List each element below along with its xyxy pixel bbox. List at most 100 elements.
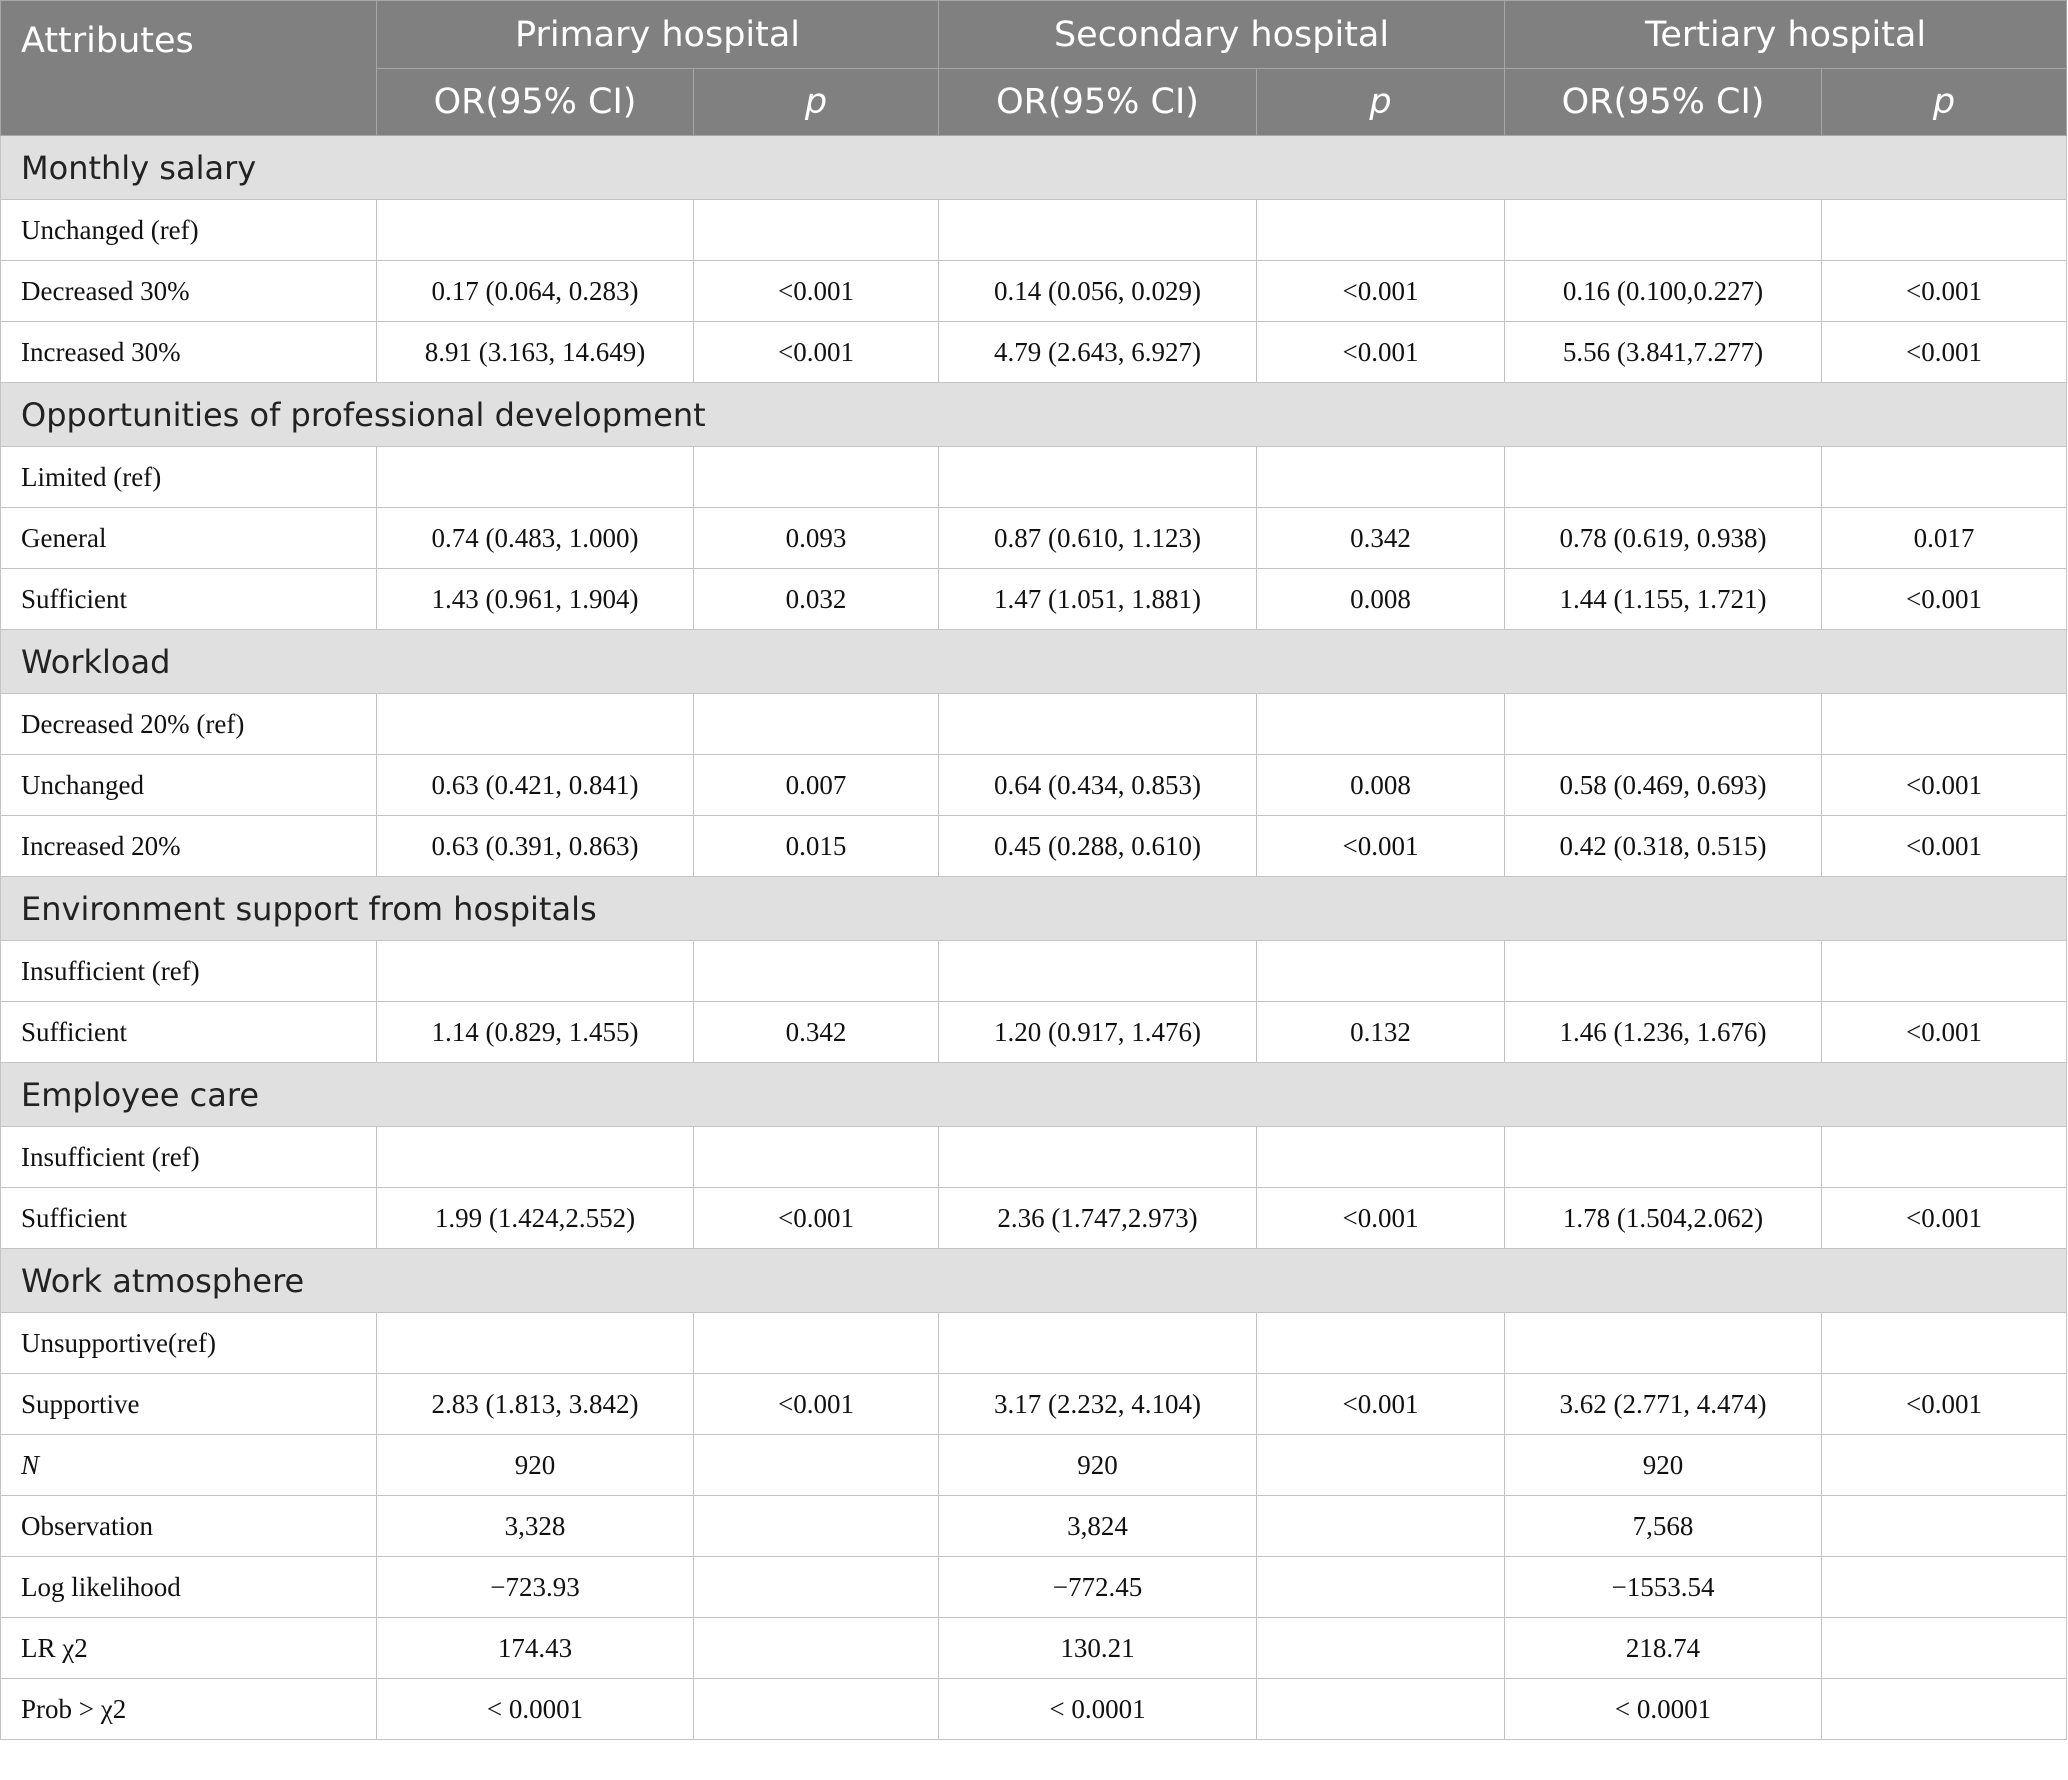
secondary-or-cell: 3,824 [938,1495,1258,1557]
row-label: Observation [0,1495,377,1557]
row-label: Increased 30% [0,321,377,383]
tertiary-p-cell [1821,693,2068,755]
tertiary-or-cell: 0.58 (0.469, 0.693) [1504,754,1823,816]
secondary-p-cell: 0.342 [1256,507,1506,569]
secondary-or-cell: 3.17 (2.232, 4.104) [938,1373,1258,1435]
tertiary-p-cell: <0.001 [1821,568,2068,630]
table-row: N 920 920 920 [0,1434,2068,1496]
section-row: Employee care [0,1062,2068,1127]
table-row: Unchanged 0.63 (0.421, 0.841) 0.007 0.64 (0… [0,754,2068,816]
primary-or-header: OR(95% CI) [376,68,694,136]
secondary-or-cell: 1.20 (0.917, 1.476) [938,1001,1258,1063]
tertiary-or-cell: 5.56 (3.841,7.277) [1504,321,1823,383]
section-label: Opportunities of professional developmen… [0,382,2068,447]
secondary-or-cell [938,693,1258,755]
tertiary-p-cell: <0.001 [1821,321,2068,383]
primary-p-cell [692,1312,940,1374]
table-row: Supportive 2.83 (1.813, 3.842) <0.001 3.17 … [0,1373,2068,1435]
table-body: Monthly salary Unchanged (ref) Decreased 3… [0,135,2068,1740]
primary-or-cell: 174.43 [376,1617,694,1679]
row-label: Sufficient [0,1001,377,1063]
row-label: Limited (ref) [0,446,377,508]
tertiary-or-cell [1504,1312,1823,1374]
secondary-or-cell: 0.87 (0.610, 1.123) [938,507,1258,569]
primary-or-cell: 0.63 (0.421, 0.841) [376,754,694,816]
secondary-p-cell: 0.132 [1256,1001,1506,1063]
tertiary-or-cell: 1.78 (1.504,2.062) [1504,1187,1823,1249]
section-row: Environment support from hospitals [0,876,2068,941]
primary-p-cell [692,693,940,755]
secondary-p-cell [1256,1617,1506,1679]
row-label: General [0,507,377,569]
primary-or-cell: 8.91 (3.163, 14.649) [376,321,694,383]
primary-p-cell [692,940,940,1002]
primary-p-cell: <0.001 [692,1373,940,1435]
primary-p-cell [692,1126,940,1188]
tertiary-p-cell: <0.001 [1821,1373,2068,1435]
tertiary-or-cell: 218.74 [1504,1617,1823,1679]
primary-p-cell [692,1556,940,1618]
tertiary-or-cell: −1553.54 [1504,1556,1823,1618]
row-label: Decreased 30% [0,260,377,322]
primary-p-cell [692,1678,940,1740]
row-label: Insufficient (ref) [0,1126,377,1188]
table-row: General 0.74 (0.483, 1.000) 0.093 0.87 (0.6… [0,507,2068,569]
primary-or-cell: −723.93 [376,1556,694,1618]
primary-p-cell: 0.093 [692,507,940,569]
secondary-or-cell: 920 [938,1434,1258,1496]
tertiary-p-cell [1821,199,2068,261]
secondary-hospital-header: Secondary hospital [938,0,1506,69]
secondary-p-cell [1256,446,1506,508]
secondary-p-cell [1256,1678,1506,1740]
tertiary-or-cell: 3.62 (2.771, 4.474) [1504,1373,1823,1435]
tertiary-p-cell [1821,1556,2068,1618]
tertiary-p-cell [1821,1617,2068,1679]
tertiary-p-header: p [1821,68,2068,136]
tertiary-p-cell [1821,940,2068,1002]
section-row: Monthly salary [0,135,2068,200]
table-row: Sufficient 1.14 (0.829, 1.455) 0.342 1.20 (… [0,1001,2068,1063]
tertiary-hospital-header: Tertiary hospital [1504,0,2068,69]
primary-p-cell [692,1495,940,1557]
secondary-p-cell: <0.001 [1256,1373,1506,1435]
primary-p-cell: <0.001 [692,1187,940,1249]
section-row: Workload [0,629,2068,694]
primary-or-cell [376,1126,694,1188]
primary-p-cell: 0.015 [692,815,940,877]
secondary-or-cell [938,446,1258,508]
primary-or-cell: 920 [376,1434,694,1496]
primary-or-cell: 0.74 (0.483, 1.000) [376,507,694,569]
secondary-p-cell [1256,1312,1506,1374]
tertiary-or-cell: 7,568 [1504,1495,1823,1557]
primary-or-cell [376,446,694,508]
primary-or-cell: 0.63 (0.391, 0.863) [376,815,694,877]
row-label: Unsupportive(ref) [0,1312,377,1374]
row-label: LR χ2 [0,1617,377,1679]
primary-or-cell: 2.83 (1.813, 3.842) [376,1373,694,1435]
secondary-or-cell: 4.79 (2.643, 6.927) [938,321,1258,383]
row-label: Unchanged [0,754,377,816]
primary-p-cell [692,199,940,261]
results-table: Attributes Primary hospital Secondary ho… [0,0,2068,1740]
secondary-or-cell: 0.45 (0.288, 0.610) [938,815,1258,877]
table-row: Insufficient (ref) [0,1126,2068,1188]
secondary-or-cell [938,940,1258,1002]
row-label: Insufficient (ref) [0,940,377,1002]
table-row: Decreased 20% (ref) [0,693,2068,755]
row-label: Decreased 20% (ref) [0,693,377,755]
primary-or-cell: < 0.0001 [376,1678,694,1740]
row-label: Prob > χ2 [0,1678,377,1740]
primary-p-cell: 0.007 [692,754,940,816]
row-label: Sufficient [0,1187,377,1249]
secondary-p-cell: <0.001 [1256,321,1506,383]
section-row: Work atmosphere [0,1248,2068,1313]
tertiary-or-cell: 920 [1504,1434,1823,1496]
tertiary-p-cell [1821,1495,2068,1557]
tertiary-or-cell: 1.44 (1.155, 1.721) [1504,568,1823,630]
primary-or-cell: 0.17 (0.064, 0.283) [376,260,694,322]
secondary-p-cell [1256,1126,1506,1188]
table-row: Limited (ref) [0,446,2068,508]
secondary-or-cell [938,199,1258,261]
secondary-or-header: OR(95% CI) [938,68,1258,136]
row-label: Unchanged (ref) [0,199,377,261]
